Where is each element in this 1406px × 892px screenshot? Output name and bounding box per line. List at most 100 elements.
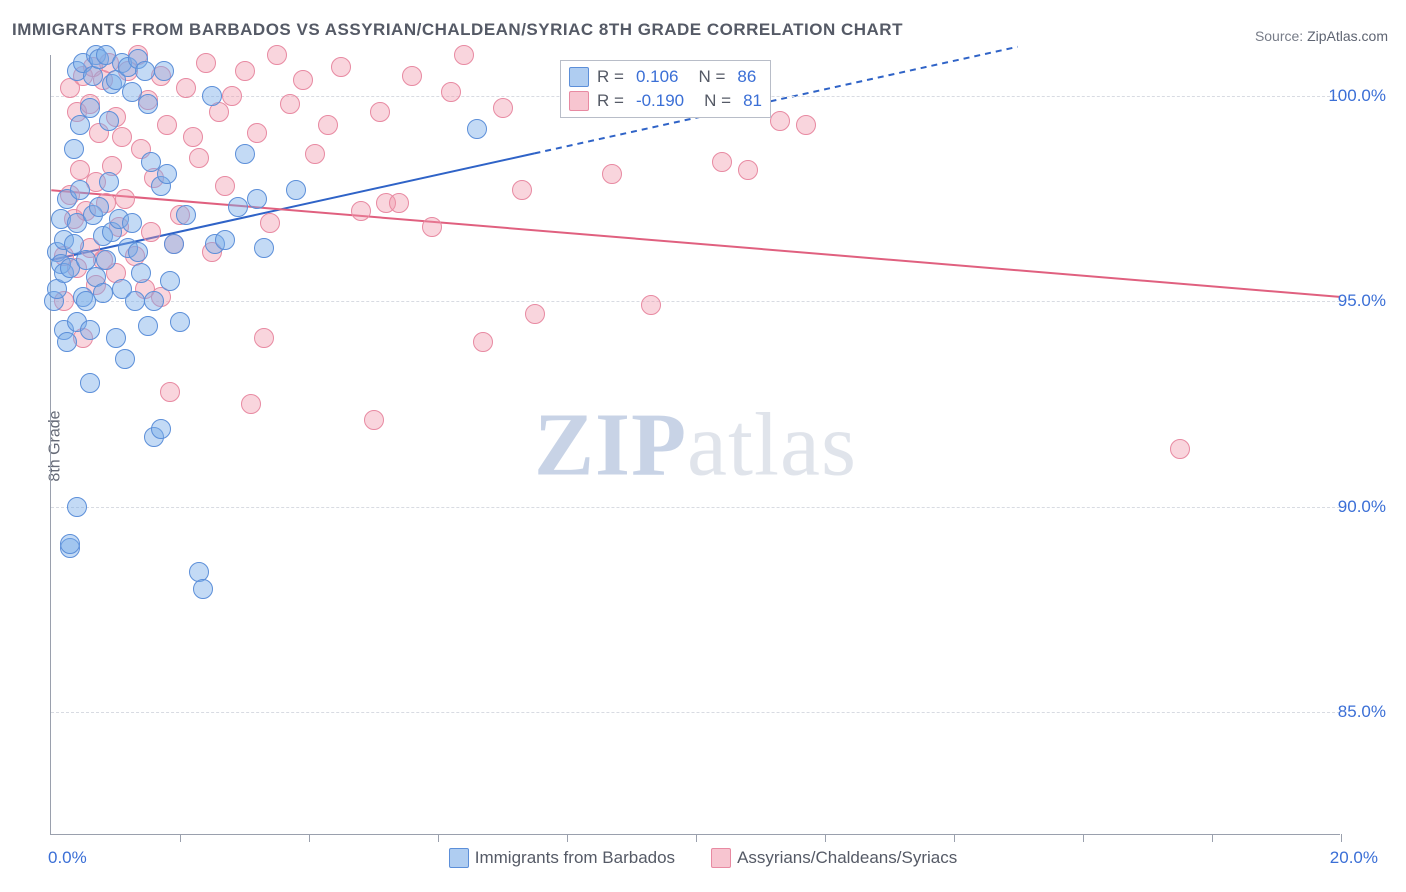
- data-point-pink: [196, 53, 216, 73]
- y-tick-label: 100.0%: [1328, 86, 1386, 106]
- data-point-pink: [364, 410, 384, 430]
- data-point-blue: [138, 94, 158, 114]
- data-point-pink: [370, 102, 390, 122]
- data-point-blue: [286, 180, 306, 200]
- data-point-blue: [60, 534, 80, 554]
- data-point-pink: [402, 66, 422, 86]
- data-point-pink: [331, 57, 351, 77]
- data-point-pink: [267, 45, 287, 65]
- x-tick: [696, 834, 697, 842]
- data-point-blue: [128, 242, 148, 262]
- data-point-blue: [67, 497, 87, 517]
- data-point-blue: [135, 61, 155, 81]
- legend-swatch: [449, 848, 469, 868]
- data-point-blue: [193, 579, 213, 599]
- data-point-blue: [115, 349, 135, 369]
- data-point-pink: [796, 115, 816, 135]
- x-tick: [1083, 834, 1084, 842]
- data-point-pink: [160, 382, 180, 402]
- legend-r-value: -0.190: [636, 91, 684, 111]
- legend-swatch: [569, 91, 589, 111]
- legend-row: R =0.106N =86: [569, 65, 762, 89]
- y-tick-label: 95.0%: [1338, 291, 1386, 311]
- data-point-blue: [89, 197, 109, 217]
- data-point-blue: [125, 291, 145, 311]
- legend-r-label: R =: [597, 67, 624, 87]
- data-point-pink: [422, 217, 442, 237]
- data-point-blue: [254, 238, 274, 258]
- data-point-blue: [176, 205, 196, 225]
- data-point-pink: [141, 222, 161, 242]
- x-tick: [1341, 834, 1342, 842]
- source-attribution: Source: ZipAtlas.com: [1255, 28, 1388, 44]
- x-tick: [309, 834, 310, 842]
- data-point-blue: [99, 111, 119, 131]
- data-point-pink: [115, 189, 135, 209]
- data-point-pink: [473, 332, 493, 352]
- data-point-pink: [222, 86, 242, 106]
- series-legend-label: Immigrants from Barbados: [475, 848, 675, 868]
- data-point-blue: [106, 328, 126, 348]
- data-point-pink: [247, 123, 267, 143]
- data-point-blue: [160, 271, 180, 291]
- x-tick: [825, 834, 826, 842]
- data-point-blue: [228, 197, 248, 217]
- plot-area: ZIPatlas: [50, 55, 1340, 835]
- data-point-blue: [131, 263, 151, 283]
- data-point-pink: [293, 70, 313, 90]
- data-point-pink: [254, 328, 274, 348]
- trendlines-layer: [51, 55, 1340, 834]
- data-point-blue: [80, 373, 100, 393]
- data-point-blue: [80, 320, 100, 340]
- source-label: Source:: [1255, 28, 1307, 44]
- data-point-pink: [712, 152, 732, 172]
- correlation-legend: R =0.106N =86R =-0.190N =81: [560, 60, 771, 118]
- data-point-blue: [202, 86, 222, 106]
- data-point-pink: [318, 115, 338, 135]
- data-point-blue: [215, 230, 235, 250]
- data-point-blue: [144, 291, 164, 311]
- gridline: [51, 712, 1340, 713]
- data-point-blue: [138, 316, 158, 336]
- data-point-pink: [512, 180, 532, 200]
- x-tick: [567, 834, 568, 842]
- data-point-blue: [122, 213, 142, 233]
- gridline: [51, 301, 1340, 302]
- data-point-pink: [493, 98, 513, 118]
- data-point-pink: [525, 304, 545, 324]
- data-point-pink: [441, 82, 461, 102]
- x-tick: [180, 834, 181, 842]
- y-tick-label: 90.0%: [1338, 497, 1386, 517]
- data-point-blue: [157, 164, 177, 184]
- legend-n-label: N =: [698, 67, 725, 87]
- legend-r-label: R =: [597, 91, 624, 111]
- legend-swatch: [711, 848, 731, 868]
- data-point-pink: [235, 61, 255, 81]
- data-point-pink: [112, 127, 132, 147]
- series-legend: Immigrants from Barbados Assyrians/Chalde…: [0, 848, 1406, 873]
- series-legend-item: Immigrants from Barbados: [449, 848, 675, 868]
- data-point-pink: [189, 148, 209, 168]
- legend-n-value: 81: [743, 91, 762, 111]
- data-point-pink: [454, 45, 474, 65]
- data-point-blue: [99, 172, 119, 192]
- data-point-blue: [93, 283, 113, 303]
- series-legend-label: Assyrians/Chaldeans/Syriacs: [737, 848, 957, 868]
- gridline: [51, 507, 1340, 508]
- data-point-pink: [351, 201, 371, 221]
- data-point-pink: [241, 394, 261, 414]
- data-point-blue: [64, 139, 84, 159]
- data-point-pink: [260, 213, 280, 233]
- data-point-blue: [170, 312, 190, 332]
- data-point-blue: [96, 250, 116, 270]
- y-tick-label: 85.0%: [1338, 702, 1386, 722]
- data-point-pink: [280, 94, 300, 114]
- data-point-pink: [305, 144, 325, 164]
- data-point-pink: [157, 115, 177, 135]
- data-point-pink: [215, 176, 235, 196]
- data-point-pink: [602, 164, 622, 184]
- chart-title: IMMIGRANTS FROM BARBADOS VS ASSYRIAN/CHA…: [12, 20, 903, 40]
- data-point-pink: [641, 295, 661, 315]
- x-tick: [954, 834, 955, 842]
- legend-n-value: 86: [737, 67, 756, 87]
